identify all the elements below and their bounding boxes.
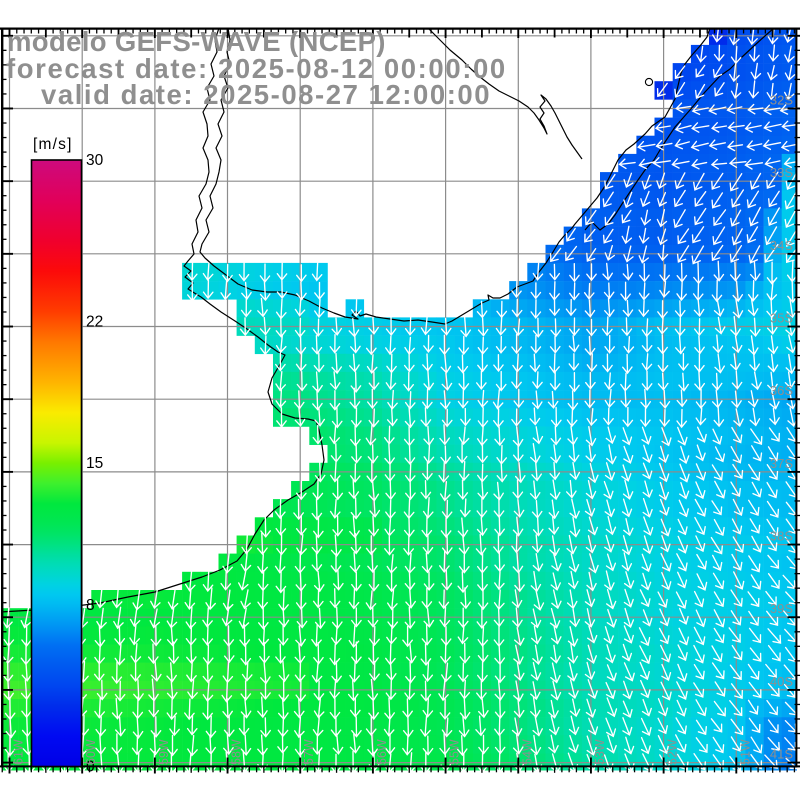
svg-text:41S: 41S — [770, 747, 793, 762]
svg-text:51W: 51W — [738, 739, 752, 765]
svg-text:30: 30 — [86, 152, 104, 169]
svg-text:32S: 32S — [770, 93, 793, 108]
svg-text:modelo GEFS-WAVE (NCEP): modelo GEFS-WAVE (NCEP) — [7, 26, 386, 57]
svg-text:61W: 61W — [12, 739, 26, 765]
svg-text:valid date: 2025-08-27 12:00:0: valid date: 2025-08-27 12:00:00 — [41, 79, 491, 110]
svg-text:33S: 33S — [770, 165, 793, 180]
svg-text:15: 15 — [86, 455, 103, 472]
svg-text:22: 22 — [86, 314, 103, 331]
svg-text:56W: 56W — [375, 739, 389, 765]
svg-text:39S: 39S — [770, 601, 793, 616]
svg-text:38S: 38S — [770, 529, 793, 544]
svg-text:60W: 60W — [84, 739, 98, 765]
svg-text:34S: 34S — [770, 238, 793, 253]
svg-text:36S: 36S — [770, 383, 793, 398]
svg-text:55W: 55W — [448, 739, 462, 765]
svg-text:40S: 40S — [770, 674, 793, 689]
svg-text:forecast date: 2025-08-12 00:0: forecast date: 2025-08-12 00:00:00 — [6, 53, 507, 84]
svg-text:8: 8 — [86, 597, 95, 614]
svg-text:54W: 54W — [520, 739, 534, 765]
svg-text:37S: 37S — [770, 456, 793, 471]
svg-text:53W: 53W — [593, 739, 607, 765]
svg-text:57W: 57W — [302, 739, 316, 765]
svg-text:52W: 52W — [666, 739, 680, 765]
svg-text:35S: 35S — [770, 311, 793, 326]
svg-text:58W: 58W — [230, 739, 244, 765]
svg-text:0: 0 — [86, 759, 95, 776]
svg-text:[m/s]: [m/s] — [33, 136, 73, 153]
svg-text:59W: 59W — [157, 739, 171, 765]
